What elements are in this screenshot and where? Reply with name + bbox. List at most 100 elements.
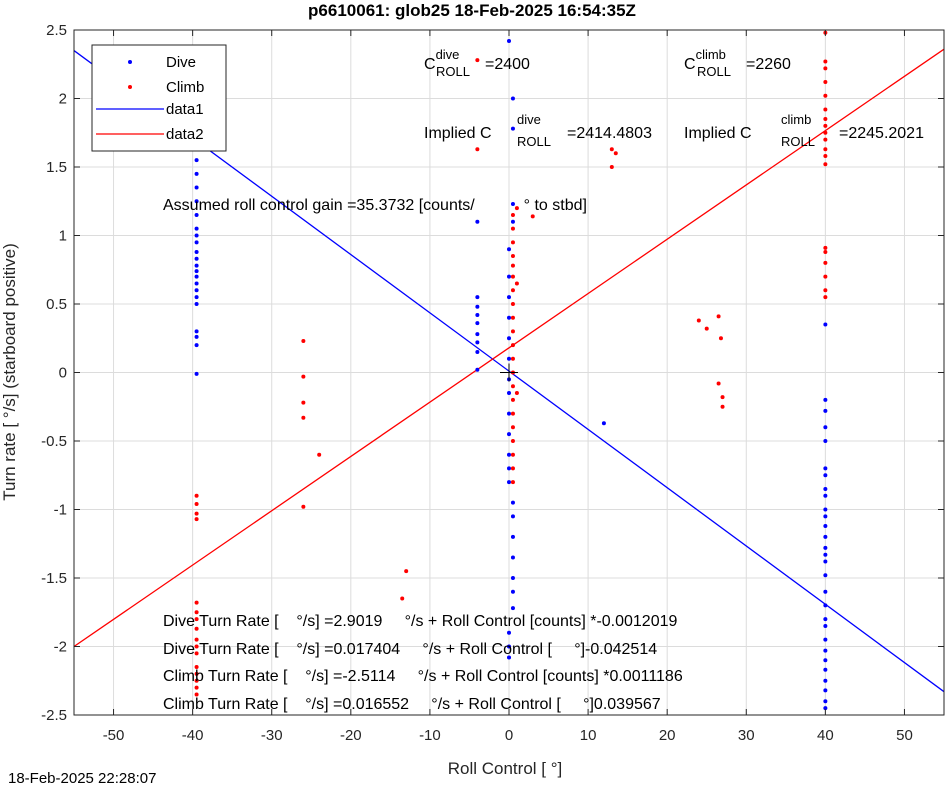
- legend-climb-marker: [128, 85, 132, 89]
- point-dive: [510, 126, 515, 131]
- legend-dive-marker: [128, 60, 132, 64]
- point-dive: [507, 452, 511, 457]
- point-dive: [194, 274, 199, 279]
- point-dive: [510, 589, 515, 594]
- point-climb: [530, 214, 535, 219]
- point-dive: [823, 667, 828, 672]
- point-climb: [716, 314, 721, 319]
- point-dive: [823, 534, 828, 539]
- point-climb: [823, 162, 828, 167]
- point-dive: [194, 329, 199, 334]
- point-dive: [194, 263, 199, 268]
- y-tick-label: -0.5: [41, 433, 67, 450]
- y-tick-label: 1: [59, 228, 67, 245]
- x-tick-label: -10: [419, 727, 441, 744]
- point-climb: [514, 391, 519, 396]
- point-climb: [718, 336, 723, 341]
- c-roll-climb-label: Cclimb ROLL =2260: [684, 47, 791, 79]
- y-tick-label: 0.5: [46, 296, 67, 313]
- point-dive: [823, 658, 828, 663]
- point-dive: [510, 514, 515, 519]
- point-climb: [510, 397, 515, 402]
- point-climb: [823, 249, 828, 254]
- point-climb: [301, 400, 306, 405]
- footer-timestamp: 18-Feb-2025 22:28:07: [8, 770, 157, 787]
- fit-line-1: Dive Turn Rate [ °/s] =2.9019 °/s + Roll…: [163, 613, 678, 630]
- point-climb: [696, 318, 701, 323]
- x-tick-label: 10: [580, 727, 597, 744]
- point-climb: [510, 439, 515, 443]
- point-climb: [301, 374, 306, 379]
- axis-ticks: -50 -40 -30 -20 -10 0 10 20 30 40 50-2.5-2-1.5-1-0…: [41, 22, 944, 744]
- point-dive: [507, 480, 511, 485]
- point-dive: [823, 545, 828, 550]
- point-climb: [823, 274, 828, 279]
- point-dive: [510, 555, 515, 560]
- point-dive: [823, 678, 828, 683]
- implied-c-climb-sup: climb: [781, 112, 811, 127]
- x-tick-label: 50: [896, 727, 913, 744]
- point-dive: [194, 371, 199, 376]
- x-tick-label: 30: [738, 727, 755, 744]
- implied-c-dive-value: =2414.4803: [567, 125, 652, 142]
- chart-title: p6610061: glob25 18-Feb-2025 16:54:35Z: [308, 1, 636, 20]
- point-dive: [194, 302, 199, 306]
- point-dive: [823, 507, 828, 512]
- point-dive: [507, 655, 511, 660]
- point-dive: [823, 408, 828, 413]
- point-climb: [510, 329, 515, 334]
- fit-line-3: Climb Turn Rate [ °/s] =-2.5114 °/s + Ro…: [163, 668, 683, 685]
- point-climb: [823, 59, 828, 64]
- point-climb: [194, 511, 199, 516]
- legend-box: [91, 44, 227, 152]
- implied-c-climb-sub: ROLL: [781, 134, 815, 149]
- point-climb: [823, 130, 828, 135]
- point-climb: [510, 452, 515, 457]
- point-climb: [194, 665, 199, 670]
- point-dive: [475, 312, 480, 317]
- y-tick-label: 2: [59, 91, 67, 108]
- x-tick-label: 40: [817, 727, 834, 744]
- point-dive: [823, 552, 828, 557]
- point-climb: [720, 404, 725, 409]
- point-climb: [510, 480, 515, 485]
- y-tick-label: 0: [59, 365, 67, 382]
- x-tick-label: 0: [505, 727, 513, 744]
- data-points: [194, 30, 828, 711]
- point-climb: [510, 343, 515, 348]
- point-climb: [404, 569, 409, 574]
- point-dive: [194, 295, 199, 300]
- point-dive: [823, 439, 828, 443]
- point-dive: [475, 332, 480, 337]
- y-tick-label: -2: [54, 639, 67, 656]
- point-dive: [475, 367, 480, 372]
- legend: Dive Climb data1 data2: [91, 44, 227, 152]
- point-dive: [823, 706, 828, 711]
- point-climb: [823, 260, 828, 265]
- point-dive: [823, 589, 828, 594]
- c-roll-climb-base: C: [684, 56, 696, 73]
- legend-data1-label: data1: [166, 101, 204, 118]
- x-axis-label: Roll Control [ °]: [448, 759, 563, 778]
- point-climb: [194, 610, 199, 615]
- point-dive: [510, 201, 515, 206]
- implied-c-climb-base: Implied C: [684, 125, 752, 142]
- point-climb: [194, 517, 199, 522]
- point-dive: [507, 411, 511, 416]
- point-dive: [823, 486, 828, 491]
- roll-gain-annotation: Assumed roll control gain =35.3732 [coun…: [163, 197, 587, 214]
- point-climb: [510, 384, 515, 389]
- point-dive: [507, 247, 511, 252]
- point-climb: [823, 117, 828, 122]
- point-dive: [507, 315, 511, 320]
- point-climb: [823, 123, 828, 128]
- point-climb: [510, 254, 515, 259]
- point-dive: [507, 466, 511, 471]
- c-roll-dive-sup: dive: [436, 47, 460, 62]
- y-tick-label: -1.5: [41, 570, 67, 587]
- point-climb: [510, 466, 515, 471]
- point-dive: [194, 240, 199, 245]
- point-dive: [475, 340, 480, 345]
- point-climb: [823, 80, 828, 85]
- point-dive: [507, 432, 511, 437]
